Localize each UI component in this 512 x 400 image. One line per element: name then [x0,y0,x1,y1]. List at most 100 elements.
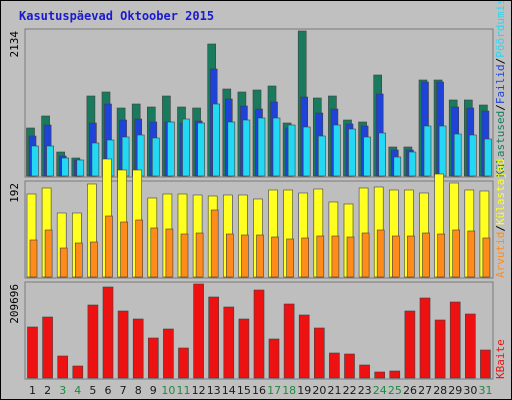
bar-kbaite-day-12 [193,283,204,379]
bar-poordumised-day-31 [484,138,492,177]
legend-item-külastajad: Külastajad [494,159,507,225]
x-tick-day-29: 29 [448,384,462,397]
x-tick-day-9: 9 [150,384,157,397]
x-tick-day-23: 23 [358,384,372,397]
bar-arvutid-day-11 [180,233,189,278]
bar-poordumised-day-12 [197,122,205,177]
legend-item-külastused: Külastused [494,111,507,177]
x-tick-day-2: 2 [44,384,51,397]
bar-arvutid-day-23 [361,232,370,278]
bar-arvutid-day-18 [286,238,294,278]
bar-arvutid-day-30 [467,230,476,278]
bar-arvutid-day-16 [256,234,264,278]
bar-kbaite-day-4 [72,365,84,379]
bar-arvutid-day-31 [482,237,491,278]
x-tick-day-6: 6 [105,384,112,397]
bar-kbaite-day-28 [434,319,446,379]
bar-kbaite-day-22 [344,353,355,379]
bar-arvutid-day-25 [391,235,400,278]
bar-kbaite-day-21 [329,352,340,379]
bar-arvutid-day-26 [407,235,415,278]
bar-arvutid-day-10 [165,228,174,278]
bar-kbaite-day-18 [283,303,295,379]
x-tick-day-24: 24 [373,384,387,397]
bar-arvutid-day-5 [90,241,98,278]
bar-poordumised-day-2 [46,145,54,177]
x-tick-day-28: 28 [433,384,447,397]
bar-kbaite-day-29 [449,301,461,379]
bar-poordumised-day-3 [61,157,70,177]
bar-kbaite-day-3 [57,355,69,379]
x-tick-day-25: 25 [388,384,402,397]
x-tick-day-20: 20 [312,384,326,397]
bar-poordumised-day-14 [227,121,236,177]
x-tick-day-17: 17 [267,384,281,397]
bar-poordumised-day-23 [363,136,371,177]
legend-separator: / [494,104,507,111]
bar-poordumised-day-11 [182,118,190,177]
bar-arvutid-day-7 [120,221,128,278]
bar-arvutid-day-2 [44,229,53,278]
bar-kbaite-day-15 [238,318,250,379]
x-tick-day-7: 7 [120,384,127,397]
bar-kbaite-day-7 [117,310,129,379]
legend-bottom: KBaite [494,339,507,379]
x-tick-day-3: 3 [59,384,66,397]
bar-poordumised-day-16 [257,117,266,177]
bar-poordumised-day-15 [242,119,251,177]
bar-kbaite-day-9 [148,337,159,379]
bar-arvutid-day-8 [135,219,143,278]
bar-arvutid-day-13 [210,209,219,278]
bar-poordumised-day-9 [152,137,160,177]
bar-arvutid-day-9 [150,227,159,278]
x-tick-day-1: 1 [29,384,36,397]
ymax-label-top: 2134 [8,31,21,58]
x-tick-day-10: 10 [161,384,175,397]
bar-poordumised-day-29 [453,133,462,177]
ymax-label-middle: 192 [8,183,21,203]
x-tick-day-8: 8 [135,384,142,397]
bar-poordumised-day-19 [302,126,311,177]
bar-kbaite-day-19 [298,314,310,379]
bar-poordumised-day-17 [272,117,281,177]
bar-poordumised-day-20 [317,135,326,177]
x-tick-day-12: 12 [192,384,206,397]
legend-middle: Arvutid/Külastajad [494,159,507,278]
bar-kbaite-day-6 [102,286,114,379]
x-tick-day-5: 5 [89,384,96,397]
x-tick-day-30: 30 [463,384,477,397]
legend-item-failid: Failid [494,64,507,104]
bar-arvutid-day-20 [316,235,325,278]
bar-poordumised-day-26 [408,151,417,177]
x-tick-day-26: 26 [403,384,417,397]
bar-kbaite-day-25 [389,370,401,379]
bar-poordumised-day-25 [393,156,402,177]
bar-poordumised-day-10 [167,121,175,177]
bar-arvutid-day-6 [105,215,113,278]
bar-kbaite-day-30 [464,313,476,379]
bar-kbaite-day-16 [253,289,265,379]
x-tick-day-22: 22 [343,384,357,397]
bar-poordumised-day-13 [212,103,220,177]
x-tick-day-31: 31 [479,384,493,397]
legend-item-pöördumised: Pöördumised [494,1,507,58]
x-tick-day-27: 27 [418,384,432,397]
bar-arvutid-day-14 [226,233,234,278]
legend-top: Külastused/Failid/Pöördumised [494,1,507,177]
bar-kbaite-day-20 [313,327,325,379]
bar-poordumised-day-30 [468,134,477,177]
bar-arvutid-day-12 [195,232,204,278]
bar-arvutid-day-22 [346,236,355,278]
bar-kbaite-day-5 [87,304,99,379]
bar-poordumised-day-28 [438,125,447,177]
bar-poordumised-day-5 [91,142,100,177]
bar-poordumised-day-24 [378,132,387,177]
bar-arvutid-day-4 [75,242,83,278]
x-tick-day-15: 15 [237,384,251,397]
bar-arvutid-day-28 [437,233,445,278]
bar-poordumised-day-21 [333,124,341,177]
bar-arvutid-day-15 [241,234,249,278]
bar-arvutid-day-19 [301,237,310,278]
